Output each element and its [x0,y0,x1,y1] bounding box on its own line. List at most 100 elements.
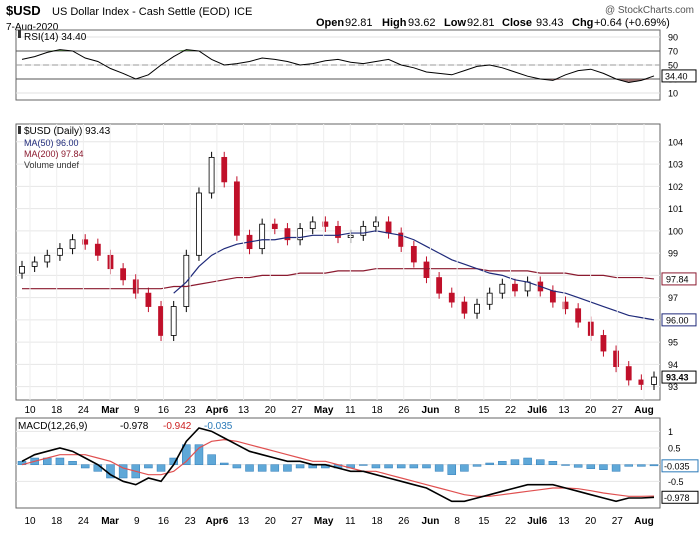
macd-signal-title-value: -0.942 [163,421,192,432]
price-candle-body [499,283,506,294]
ma50-last-tag-box [661,313,697,327]
x-axis-label-upper: Jul6 [527,405,547,416]
macd-histogram-bar [447,464,457,475]
price-candle-body [170,306,177,336]
price-candle-body [448,292,455,303]
macd-histogram-bar [548,461,558,465]
macd-tick-label: -0.5 [668,477,684,487]
price-candle-body [19,266,25,274]
price-candle-body [613,350,619,368]
exchange-label: ICE [234,6,252,18]
x-axis-label-lower: 20 [585,516,597,527]
macd-histogram-bar [384,464,393,469]
x-axis-label-lower: 8 [454,516,460,527]
close-label: Close [502,17,532,29]
macd-histogram-bar [649,464,659,467]
price-candle-body [44,254,51,263]
x-axis-label-lower: 26 [398,516,410,527]
price-last-tag-box [661,370,697,384]
price-candle-body [120,268,127,281]
x-axis-label-upper: 20 [585,405,597,416]
chg-value: +0.64 (+0.69%) [594,17,670,29]
price-candle-body [132,279,139,294]
macd-histogram-bar [359,464,368,466]
volume-legend: Volume undef [24,160,80,170]
x-axis-label-lower: 27 [612,516,624,527]
x-axis-label-upper: Aug [634,405,653,416]
macd-histogram-bar [396,464,406,469]
macd-tick-label: 1 [668,427,673,437]
price-tick-label: 100 [668,226,683,236]
price-candle-body [651,376,657,385]
macd-histogram-bar [295,464,305,469]
price-candle-body [208,156,215,194]
macd-last-box [661,490,699,504]
macd-histogram-bar [573,464,583,468]
x-axis-label-lower: 13 [558,516,570,527]
macd-histogram-bar [232,464,242,469]
price-candle-body [297,228,303,241]
rsi-tick-label: 10 [668,89,678,99]
open-label: Open [316,17,344,29]
macd-histogram-bar [535,459,545,465]
rsi-tick-label: 50 [668,61,678,71]
high-label: High [382,17,407,29]
macd-histogram-bar [245,464,254,472]
x-axis-label-upper: 18 [51,405,63,416]
macd-histogram-bar [523,457,532,465]
macd-histogram-bar [599,464,608,470]
price-candle-body [335,225,341,238]
macd-tick-label: 0.5 [668,444,681,454]
macd-histogram-bar [144,464,153,469]
price-candle-body [423,261,430,278]
chart-date: 7-Aug-2020 [6,22,59,33]
price-tick-label: 93 [668,382,678,392]
price-candle-body [196,192,202,256]
x-axis-label-upper: 18 [371,405,383,416]
x-axis-label-upper: 23 [185,405,197,416]
price-candle-body [31,261,38,267]
ma50-legend: MA(50) 96.00 [24,138,79,148]
x-axis-label-upper: May [314,405,334,416]
ma200-line [22,268,655,290]
price-candle-body [158,306,164,336]
x-axis-label-lower: 18 [51,516,63,527]
x-axis-label-lower: 10 [24,516,36,527]
close-value: 93.43 [536,17,564,29]
price-candle-body [562,301,569,310]
x-axis-label-upper: 8 [454,405,460,416]
x-axis-label-upper: 13 [558,405,570,416]
low-label: Low [444,17,466,29]
macd-histogram-bar [561,464,570,466]
x-axis-label-lower: 24 [78,516,90,527]
price-candle-body [221,156,228,183]
macd-histogram-bar [472,464,482,467]
macd-histogram-bar [460,464,469,472]
macd-histogram-bar [80,464,90,469]
price-candle-body [373,221,379,227]
low-value: 92.81 [467,17,495,29]
chg-label: Chg [572,17,593,29]
macd-histogram-bar [624,464,633,467]
price-tick-label: 102 [668,182,683,192]
x-axis-label-upper: 22 [505,405,517,416]
price-candle-body [233,181,240,236]
x-axis-layer: 10 10 18 18 24 24 Mar Mar 9 9 16 16 23 23 Apr6 Apr6 13 13… [24,124,654,527]
ma200-legend: MA(200) 97.84 [24,149,84,159]
x-axis-label-lower: 16 [158,516,170,527]
ma50-last-tag: 96.00 [666,315,689,325]
x-axis-label-upper: 15 [478,405,490,416]
x-axis-label-upper: 20 [265,405,277,416]
x-axis-label-upper: Apr6 [205,405,228,416]
macd-histogram-bar [434,464,444,472]
x-axis-label-upper: 27 [291,405,303,416]
price-candle-body [360,225,367,236]
price-candle-body [436,277,443,294]
open-value: 92.81 [345,17,373,29]
macd-layer: 10.50.0-0.5-0.035-0.978 [16,427,699,504]
x-axis-label-upper: 27 [612,405,624,416]
price-layer: 1041031021011009998979695949397.8496.009… [16,137,697,392]
x-axis-label-upper: 24 [78,405,90,416]
x-axis-label-upper: Mar [101,405,119,416]
